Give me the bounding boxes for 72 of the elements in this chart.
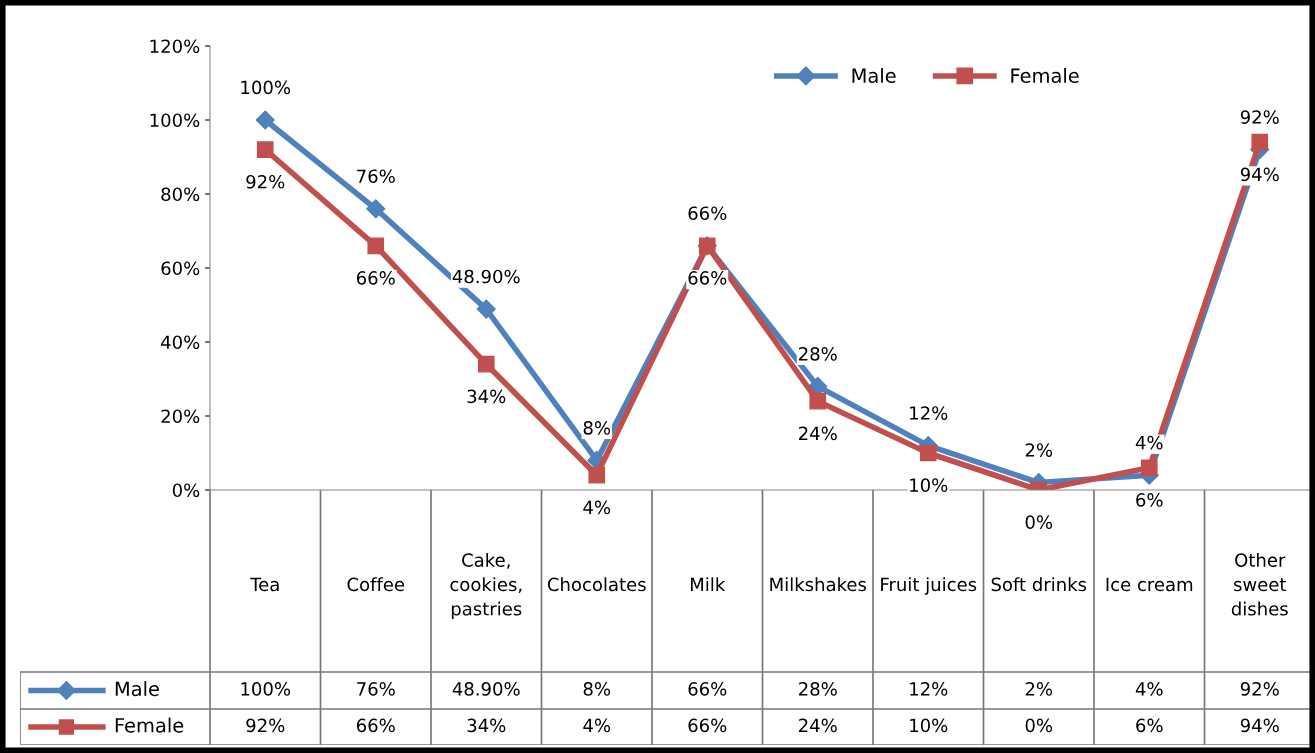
data-label: 2%	[1025, 682, 1053, 696]
point	[256, 141, 274, 158]
data-label: 10%	[910, 718, 948, 733]
y-tick-label: 80%	[161, 187, 200, 202]
text: 100%	[241, 80, 291, 95]
text: 6%	[1136, 493, 1163, 507]
data-label: 66%	[356, 718, 395, 733]
text: 66%	[356, 271, 395, 285]
data-label: 92%	[246, 718, 285, 733]
text: 94%	[1240, 167, 1279, 182]
x-tick-label: Cake, cookies, pastries	[450, 552, 522, 620]
y-tick-label: 60%	[161, 261, 200, 276]
text: 12%	[910, 406, 948, 420]
data-label: 66%	[688, 718, 727, 733]
data-label: 6%	[1136, 718, 1163, 733]
text: Male	[115, 681, 159, 697]
text: Female	[115, 717, 184, 733]
x-tick-label: Fruit juices	[881, 577, 977, 595]
text: 66%	[688, 271, 727, 285]
text: 4%	[1135, 435, 1163, 450]
text: 2%	[1025, 443, 1053, 457]
data-label: 94%	[1240, 718, 1279, 733]
data-label: 100%	[241, 682, 291, 696]
data-label: 48.90%	[452, 682, 520, 696]
point	[477, 355, 495, 373]
data-label: 34%	[467, 718, 506, 733]
legend-label: Male	[852, 67, 896, 83]
x-tick-label: Milkshakes	[770, 577, 867, 592]
y-tick-label: 0%	[172, 483, 200, 498]
point	[366, 199, 386, 219]
x-tick-label: Ice cream	[1106, 577, 1193, 592]
y-tick-label: 120%	[150, 39, 200, 54]
y-tick-label: 100%	[150, 113, 200, 128]
text: 0%	[1025, 515, 1053, 529]
point	[367, 237, 385, 255]
x-tick-label: Chocolates	[547, 577, 646, 592]
x-tick-label: Other sweet dishes	[1231, 552, 1288, 616]
x-tick-label: Tea	[250, 577, 279, 592]
point	[476, 299, 496, 319]
point	[588, 466, 606, 484]
x-tick-label: Milk	[690, 577, 726, 591]
data-label: 76%	[357, 682, 395, 696]
text: 4%	[583, 500, 611, 515]
point	[809, 392, 827, 410]
point	[255, 110, 275, 130]
data-label: 92%	[1240, 682, 1279, 696]
text: 34%	[467, 389, 506, 404]
data-label: 4%	[583, 718, 611, 733]
text: 76%	[357, 169, 395, 184]
y-tick-label: 20%	[161, 409, 200, 424]
data-label: 28%	[799, 682, 837, 696]
text: 28%	[799, 347, 837, 361]
data-label: 24%	[799, 718, 837, 733]
text: 66%	[688, 206, 727, 221]
text: 92%	[246, 174, 285, 189]
data-label: 12%	[910, 682, 948, 696]
legend-label: Female	[1011, 67, 1079, 83]
data-label: 0%	[1025, 718, 1053, 733]
text: 8%	[583, 421, 611, 435]
data-label: 8%	[583, 682, 611, 696]
point	[1140, 459, 1158, 477]
data-label: 66%	[688, 682, 727, 696]
point	[919, 444, 937, 462]
x-tick-label: Coffee	[347, 577, 405, 592]
text: 48.90%	[452, 269, 520, 284]
text: 24%	[799, 426, 837, 441]
data-label: 4%	[1135, 682, 1163, 696]
x-tick-label: Soft drinks	[991, 577, 1087, 592]
y-tick-label: 40%	[161, 335, 200, 350]
text: 92%	[1240, 110, 1279, 124]
point	[1251, 133, 1269, 151]
text: 10%	[910, 478, 948, 492]
